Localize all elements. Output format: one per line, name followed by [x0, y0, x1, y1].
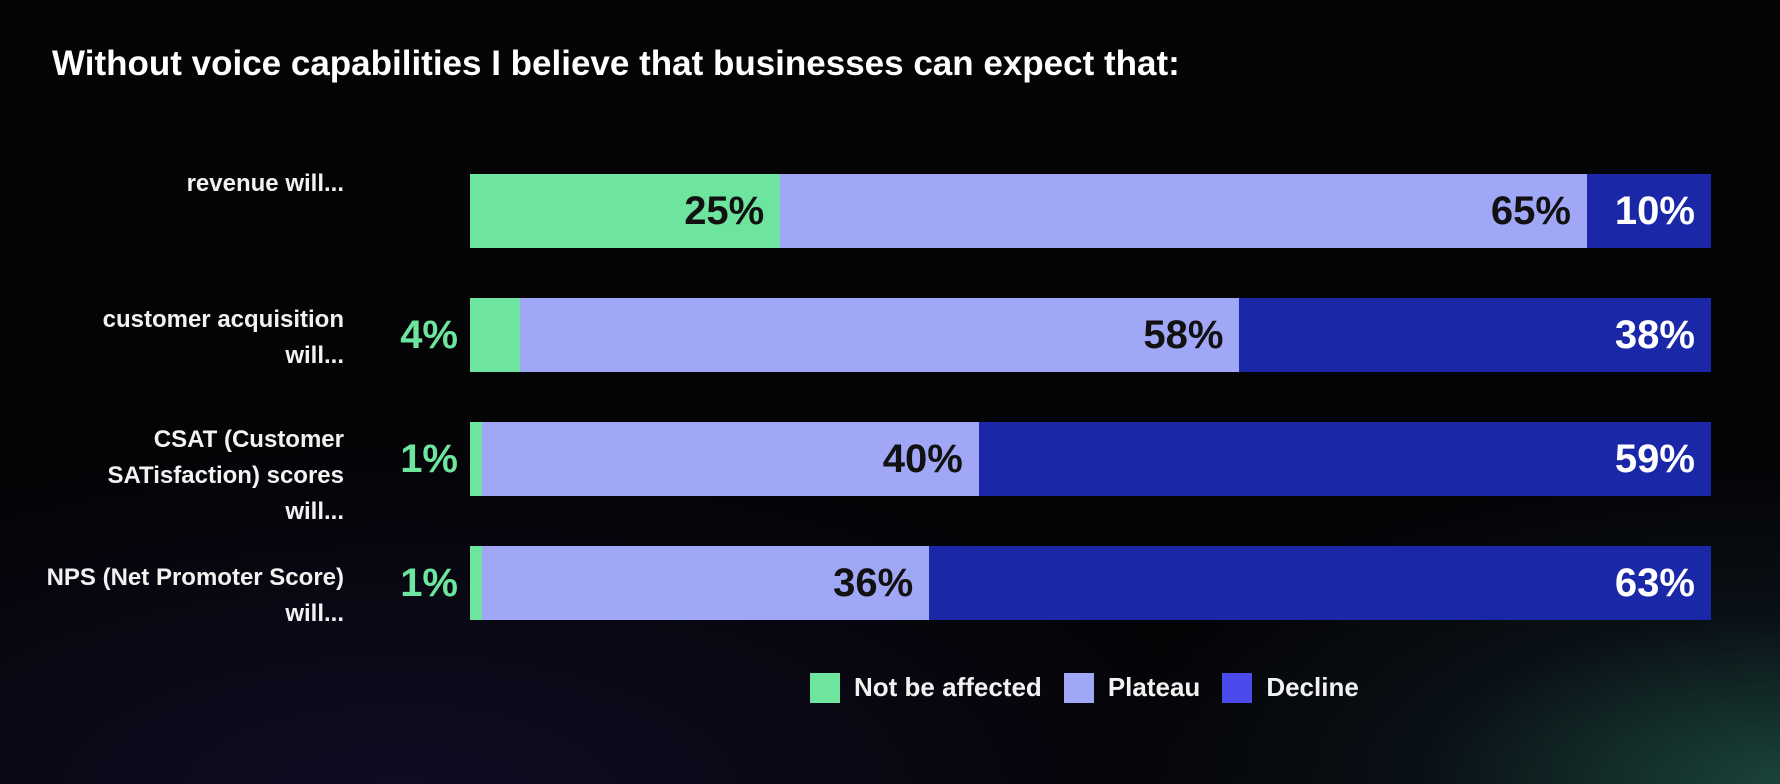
row-label: customer acquisition will...: [102, 306, 344, 369]
legend-label: Decline: [1266, 672, 1359, 702]
legend-label: Plateau: [1107, 672, 1201, 702]
data-label: 10%: [1614, 189, 1695, 233]
legend-item: Plateau: [1063, 672, 1201, 703]
bar-segment-plateau: 65%: [780, 174, 1587, 248]
bar-segment-plateau: 40%: [482, 422, 979, 496]
stacked-bar: 40% 59%: [470, 422, 1711, 496]
data-label: 1%: [400, 437, 458, 481]
bar-segment-not-be-affected: 25%: [470, 174, 781, 248]
chart-legend: Not be affected Plateau Decline: [810, 672, 1381, 703]
bar-segment-not-be-affected: [470, 422, 483, 496]
data-label: 40%: [882, 437, 963, 481]
data-label: 59%: [1614, 437, 1695, 481]
stacked-bar: 58% 38%: [470, 298, 1711, 372]
legend-swatch: [1063, 672, 1094, 703]
row-label: revenue will...: [186, 170, 344, 197]
data-label: 25%: [684, 189, 765, 233]
legend-item: Decline: [1222, 672, 1359, 703]
data-label: 65%: [1490, 189, 1571, 233]
bar-segment-plateau: 58%: [519, 298, 1240, 372]
data-label: 58%: [1143, 313, 1224, 357]
bar-segment-plateau: 36%: [482, 546, 930, 620]
bar-segment-not-be-affected: [470, 546, 483, 620]
stacked-bar: 36% 63%: [470, 546, 1711, 620]
bar-segment-not-be-affected: [470, 298, 520, 372]
legend-item: Not be affected: [810, 672, 1042, 703]
data-label: 4%: [400, 313, 458, 357]
bar-segment-decline: 59%: [978, 422, 1711, 496]
bar-segment-decline: 63%: [929, 546, 1711, 620]
bar-segment-decline: 38%: [1239, 298, 1711, 372]
chart-title: Without voice capabilities I believe tha…: [52, 44, 1180, 83]
data-label: 38%: [1614, 313, 1695, 357]
legend-label: Not be affected: [854, 672, 1042, 702]
data-label: 63%: [1614, 561, 1695, 605]
legend-swatch: [810, 672, 840, 703]
data-label: 1%: [400, 561, 458, 605]
data-label: 36%: [833, 561, 914, 605]
row-label: CSAT (Customer SATisfaction) scores will…: [107, 426, 344, 525]
row-label: NPS (Net Promoter Score) will...: [46, 564, 344, 627]
legend-swatch: [1222, 672, 1253, 703]
bar-segment-decline: 10%: [1586, 174, 1711, 248]
stacked-bar: 25% 65% 10%: [470, 174, 1711, 248]
